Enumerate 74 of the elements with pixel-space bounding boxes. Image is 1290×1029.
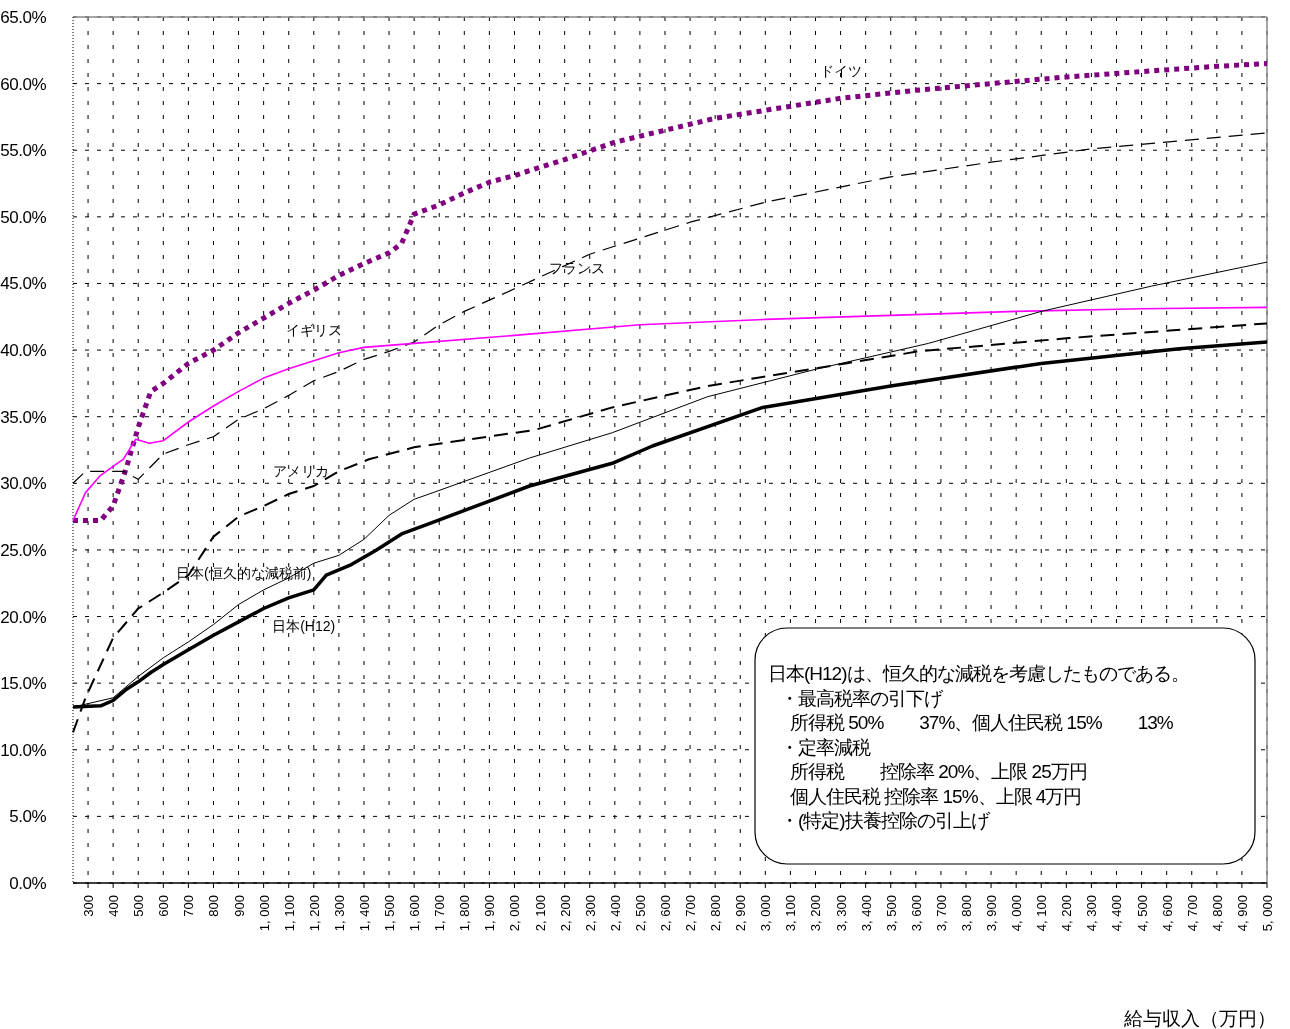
x-tick-label: 3, 400 bbox=[858, 895, 874, 932]
x-tick-label: 2, 500 bbox=[632, 895, 648, 932]
y-tick-label: 0.0% bbox=[9, 874, 47, 893]
x-tick-label: 4, 000 bbox=[1009, 895, 1025, 932]
x-tick-label: 3, 000 bbox=[758, 895, 774, 932]
x-tick-label: 1, 400 bbox=[356, 895, 372, 932]
y-tick-label: 35.0% bbox=[0, 407, 47, 427]
series-label: ドイツ bbox=[819, 63, 862, 80]
y-tick-label: 15.0% bbox=[0, 674, 47, 694]
annotation: 所得税 50% 37%、個人住民税 15% 13% bbox=[790, 712, 1174, 733]
x-tick-label: 1, 700 bbox=[432, 895, 448, 932]
x-axis-title: 給与収入（万円） bbox=[1123, 1008, 1276, 1029]
x-tick-label: 1, 800 bbox=[457, 895, 473, 932]
x-tick-label: 2, 200 bbox=[557, 895, 573, 932]
x-tick-label: 4, 300 bbox=[1084, 895, 1100, 932]
x-tick-label: 500 bbox=[131, 895, 147, 917]
x-tick-label: 1, 500 bbox=[382, 895, 398, 932]
x-tick-label: 1, 900 bbox=[482, 895, 498, 932]
x-tick-label: 3, 500 bbox=[883, 895, 899, 932]
y-tick-label: 45.0% bbox=[0, 274, 47, 294]
y-tick-label: 10.0% bbox=[0, 740, 47, 760]
x-tick-label: 3, 600 bbox=[908, 895, 924, 932]
y-tick-label: 55.0% bbox=[0, 141, 47, 161]
series-label: 日本(H12) bbox=[272, 617, 336, 634]
x-tick-label: 2, 700 bbox=[683, 895, 699, 932]
x-tick-label: 4, 100 bbox=[1034, 895, 1050, 932]
x-tick-label: 2, 300 bbox=[582, 895, 598, 932]
y-tick-label: 50.0% bbox=[0, 207, 47, 227]
x-tick-label: 2, 900 bbox=[733, 895, 749, 932]
x-tick-label: 3, 900 bbox=[984, 895, 1000, 932]
x-tick-label: 3, 700 bbox=[933, 895, 949, 932]
x-tick-label: 600 bbox=[156, 895, 172, 917]
x-tick-label: 3, 100 bbox=[783, 895, 799, 932]
x-tick-label: 4, 500 bbox=[1134, 895, 1150, 932]
x-tick-label: 2, 100 bbox=[532, 895, 548, 932]
x-tick-label: 1, 100 bbox=[281, 895, 297, 932]
x-tick-label: 2, 400 bbox=[607, 895, 623, 932]
x-tick-label: 4, 400 bbox=[1109, 895, 1125, 932]
x-tick-label: 1, 300 bbox=[331, 895, 347, 932]
x-tick-label: 2, 800 bbox=[708, 895, 724, 932]
x-tick-label: 300 bbox=[81, 895, 97, 917]
annotation: 個人住民税 控除率 15%、上限 4万円 bbox=[790, 785, 1082, 807]
x-tick-label: 1, 000 bbox=[256, 895, 272, 932]
annotation: 所得税 控除率 20%、上限 25万円 bbox=[790, 761, 1087, 782]
x-tick-label: 900 bbox=[231, 895, 247, 917]
y-tick-label: 30.0% bbox=[0, 474, 47, 494]
series-label: アメリカ bbox=[273, 462, 330, 479]
x-tick-label: 700 bbox=[181, 895, 197, 917]
x-tick-label: 800 bbox=[206, 895, 222, 917]
y-tick-label: 60.0% bbox=[0, 74, 47, 94]
y-tick-label: 25.0% bbox=[0, 540, 47, 560]
x-tick-label: 3, 800 bbox=[958, 895, 974, 932]
x-tick-label: 3, 300 bbox=[833, 895, 849, 932]
annotation: ・定率減税 bbox=[780, 736, 871, 758]
x-tick-label: 4, 700 bbox=[1184, 895, 1200, 932]
x-tick-label: 1, 200 bbox=[306, 895, 322, 932]
x-tick-label: 1, 600 bbox=[407, 895, 423, 932]
y-tick-label: 40.0% bbox=[0, 341, 47, 361]
y-tick-label: 65.0% bbox=[0, 8, 47, 27]
annotation: ・(特定)扶養控除の引上げ bbox=[780, 810, 991, 831]
annotation: 日本(H12)は、恒久的な減税を考慮したものである。 bbox=[768, 663, 1189, 684]
x-tick-label: 4, 900 bbox=[1234, 895, 1250, 932]
x-tick-label: 3, 200 bbox=[808, 895, 824, 932]
x-tick-label: 2, 600 bbox=[657, 895, 673, 932]
annotation: ・最高税率の引下げ bbox=[780, 687, 944, 709]
series-label: イギリス bbox=[285, 321, 342, 338]
x-tick-label: 5, 000 bbox=[1260, 895, 1275, 932]
x-tick-label: 4, 600 bbox=[1159, 895, 1175, 932]
x-tick-label: 400 bbox=[106, 895, 122, 917]
x-tick-label: 4, 800 bbox=[1209, 895, 1225, 932]
y-tick-label: 5.0% bbox=[9, 807, 47, 827]
y-tick-label: 20.0% bbox=[0, 607, 47, 627]
x-tick-label: 4, 200 bbox=[1059, 895, 1075, 932]
x-tick-label: 2, 000 bbox=[507, 895, 523, 932]
